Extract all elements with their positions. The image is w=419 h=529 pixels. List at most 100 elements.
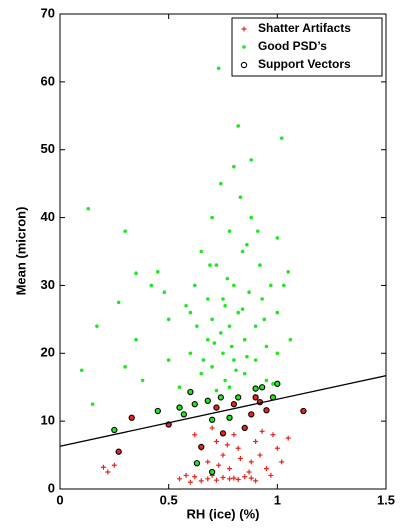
dot-marker [210,317,214,322]
dot-marker [249,215,254,220]
plus-marker [192,432,198,438]
circle-marker [248,411,255,418]
dot-marker [188,351,193,356]
circle-marker [217,394,224,401]
dot-marker [232,164,236,169]
dot-marker [253,324,258,328]
dot-marker [205,337,210,342]
dot-marker [288,337,293,342]
decision-line [59,375,387,447]
plus-marker [205,459,211,465]
plus-marker [235,445,241,451]
dot-marker [192,283,197,288]
dot-marker [166,358,171,362]
dot-marker [123,365,127,369]
dot-marker [221,351,225,356]
plus-marker [187,479,193,485]
dot-marker [140,378,145,383]
plus-marker [209,425,215,431]
dot-marker [242,371,247,376]
y-tick-label: 10 [41,413,55,428]
circle-marker [198,443,205,451]
legend-label: Shatter Artifacts [258,21,351,35]
plus-marker [227,466,233,472]
plus-marker [100,464,106,470]
dot-marker [275,236,280,240]
circle-marker [115,448,122,455]
plus-marker [248,475,254,481]
dot-marker [253,358,258,362]
dot-marker [255,229,260,233]
plus-marker [213,439,219,444]
dot-marker [219,331,223,335]
circle-marker [226,414,233,421]
circle-marker [263,407,270,414]
dot-marker [236,310,241,315]
dot-marker [227,229,232,233]
x-tick-label: 0.5 [160,492,178,507]
dot-marker [214,263,219,267]
dot-marker [258,263,262,267]
circle-marker [204,397,211,404]
plus-marker [253,439,259,444]
dot-marker [166,317,171,322]
dot-marker [262,317,267,322]
legend-label: Support Vectors [258,57,351,71]
dot-marker [245,242,249,247]
dot-marker [240,307,245,311]
dot-marker [225,276,230,281]
plus-marker [241,26,247,32]
dot-marker [286,270,291,274]
dot-marker [177,385,182,390]
plus-marker [246,469,252,475]
circle-marker [154,407,161,415]
plus-marker [285,435,291,441]
dot-marker [199,371,204,376]
plus-marker [235,477,241,482]
dot-marker [229,344,234,349]
circle-marker [219,430,227,437]
dot-marker [86,206,91,211]
plus-marker [237,455,243,461]
dot-marker [95,324,99,328]
dot-marker [227,324,232,328]
circle-marker [230,401,238,408]
dot-marker [123,229,127,233]
plot-frame [59,13,387,490]
dot-marker [271,382,275,386]
y-tick-label: 70 [41,5,55,20]
dot-marker [134,271,138,276]
dot-marker [201,358,206,362]
y-tick-label: 40 [41,209,55,224]
plus-marker [231,432,237,438]
dot-marker [210,365,214,369]
legend: Shatter Artifacts Good PSD’s Support Vecto… [231,17,383,77]
dot-marker [234,368,238,373]
circle-marker [213,404,220,411]
plus-marker [257,452,263,458]
y-tick-label: 0 [48,480,55,495]
circle-marker [300,407,307,415]
dot-marker [205,297,210,301]
legend-box [231,17,383,77]
circle-marker [252,394,259,401]
dot-marker [236,124,241,128]
plus-marker [216,462,222,468]
dot-marker [162,290,167,295]
x-tick-label: 1 [274,492,281,507]
circle-marker [208,468,216,476]
plus-marker [205,476,211,482]
y-tick-label: 20 [41,345,55,360]
plus-marker [270,432,276,438]
circle-marker [208,416,216,423]
circle-marker [176,404,183,411]
circle-marker [193,460,201,467]
plus-marker [192,474,198,480]
dot-marker [149,283,154,288]
dot-marker [264,378,269,383]
circle-marker [240,61,248,69]
dot-marker [232,358,236,362]
y-tick-label: 50 [41,141,55,156]
dot-marker [242,337,247,342]
dot-marker [199,249,204,254]
